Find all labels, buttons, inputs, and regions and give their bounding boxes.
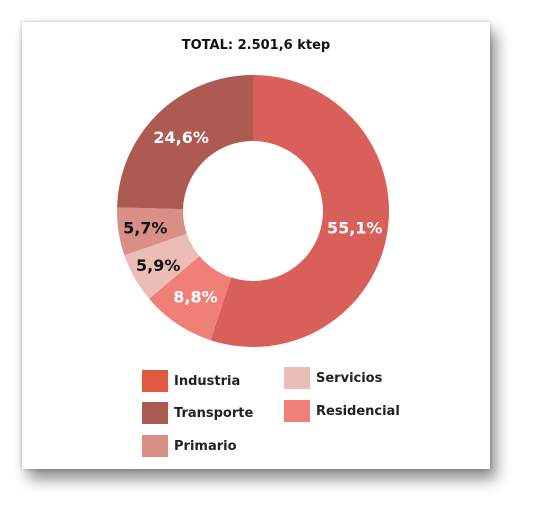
donut-slice (149, 256, 232, 341)
legend-label: Servicios (316, 370, 383, 386)
chart-card: TOTAL: 2.501,6 ktep 55,1% 8,8% 5,9% 5,7% 24,… (22, 22, 490, 469)
legend-label: Residencial (316, 403, 400, 419)
legend-item-residencial: Residencial (284, 400, 400, 422)
slice-label: 8,8% (173, 287, 217, 306)
donut-slice (117, 75, 253, 210)
legend-swatch (142, 435, 168, 457)
legend-swatch (142, 402, 168, 424)
legend-swatch (284, 400, 310, 422)
slice-label: 24,6% (153, 128, 209, 147)
slice-label: 5,7% (123, 219, 167, 238)
donut-slice (210, 75, 390, 347)
legend-label: Primario (174, 438, 237, 454)
slice-label: 55,1% (327, 218, 383, 237)
legend-item-industria: Industria (142, 370, 240, 392)
legend-swatch (142, 370, 168, 392)
legend-item-transporte: Transporte (142, 402, 253, 424)
chart-title: TOTAL: 2.501,6 ktep (181, 38, 331, 53)
donut-slice (117, 207, 187, 256)
donut-chart: 55,1% 8,8% 5,9% 5,7% 24,6% (117, 75, 390, 347)
donut-slice (124, 233, 200, 299)
legend-label: Transporte (174, 405, 254, 421)
legend-item-primario: Primario (142, 435, 237, 457)
legend-item-servicios: Servicios (284, 367, 382, 389)
slice-label: 5,9% (136, 256, 180, 275)
legend-swatch (284, 367, 310, 389)
legend-label: Industria (174, 373, 241, 389)
